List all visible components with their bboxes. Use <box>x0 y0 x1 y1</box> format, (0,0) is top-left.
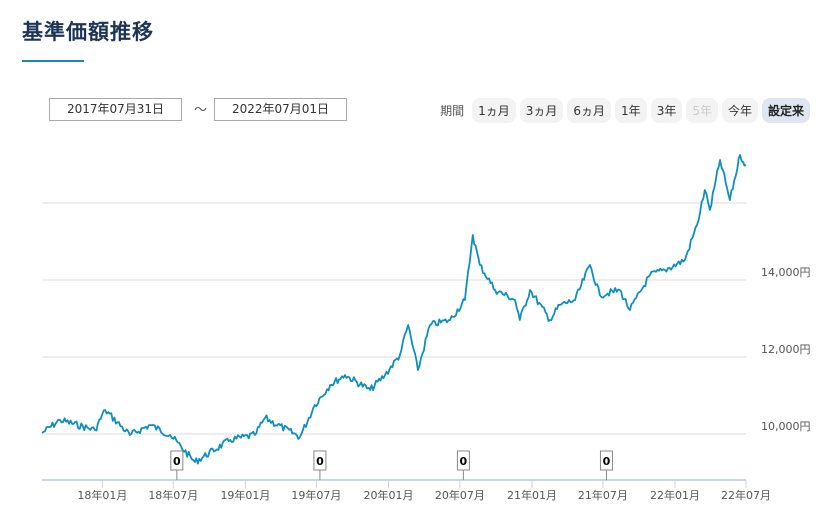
y-tick-label: 12,000円 <box>761 343 811 356</box>
x-tick-label: 21年07月 <box>578 488 628 502</box>
x-tick-label: 22年07月 <box>721 488 771 502</box>
period-6m-button[interactable]: 6ヵ月 <box>567 98 612 123</box>
x-tick-label: 22年01月 <box>650 488 700 502</box>
period-label: 期間 <box>440 104 465 118</box>
dividend-marker-label: 0 <box>173 455 181 468</box>
period-3y-button[interactable]: 3年 <box>650 98 683 123</box>
price-line <box>41 154 747 465</box>
x-tick-label: 20年01月 <box>364 488 414 502</box>
period-ytd-button[interactable]: 今年 <box>721 98 758 123</box>
period-1y-button[interactable]: 1年 <box>615 98 647 123</box>
x-tick-label: 19年07月 <box>291 488 341 502</box>
x-tick-label: 18年01月 <box>77 488 127 502</box>
start-date-input[interactable]: 2017年07月31日 <box>49 98 182 121</box>
dividend-marker <box>456 450 470 471</box>
dividend-marker-label: 0 <box>316 455 324 468</box>
end-date-input[interactable]: 2022年07月01日 <box>214 98 347 121</box>
dividend-marker <box>599 450 613 471</box>
period-selector: 期間 1ヵ月 3ヵ月 6ヵ月 1年 3年 5年 今年 設定来 <box>440 98 810 123</box>
range-separator: ～ <box>194 103 208 118</box>
x-tick-label: 18年07月 <box>148 488 198 502</box>
x-tick-label: 20年07月 <box>435 488 485 502</box>
period-3m-button[interactable]: 3ヵ月 <box>519 98 564 123</box>
x-tick-label: 19年01月 <box>220 488 270 502</box>
title-underline <box>22 60 84 62</box>
dividend-marker <box>170 450 184 471</box>
y-tick-label: 10,000円 <box>761 420 811 433</box>
dividend-marker <box>313 450 327 471</box>
y-tick-label: 14,000円 <box>761 266 811 279</box>
dividend-marker-label: 0 <box>460 455 468 468</box>
period-5y-button: 5年 <box>686 98 718 123</box>
x-tick-label: 21年01月 <box>507 488 557 502</box>
page-title: 基準価額推移 <box>22 20 154 44</box>
period-1m-button[interactable]: 1ヵ月 <box>472 98 516 123</box>
dividend-marker-label: 0 <box>603 455 611 468</box>
period-since-inception-button[interactable]: 設定来 <box>761 98 810 123</box>
